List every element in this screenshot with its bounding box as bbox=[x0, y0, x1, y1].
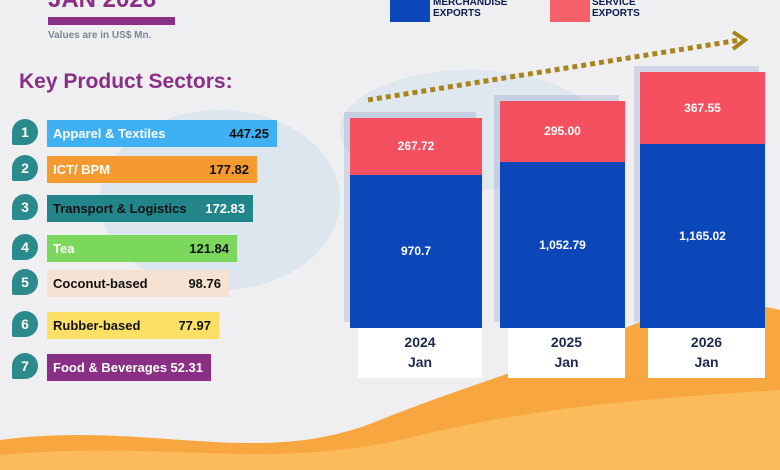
sector-value: 447.25 bbox=[229, 126, 269, 141]
month-label: Jan bbox=[694, 354, 719, 370]
rank-badge: 5 bbox=[12, 269, 38, 295]
month-label: Jan bbox=[407, 354, 433, 370]
sector-label: Apparel & Textiles bbox=[53, 126, 166, 141]
sector-value: 172.83 bbox=[205, 201, 245, 216]
sector-bar: Food & Beverages 52.31 bbox=[47, 354, 211, 381]
sector-value: 52.31 bbox=[170, 360, 203, 375]
merch-bar: 1,052.79 bbox=[500, 161, 625, 328]
sector-bar: Transport & Logistics 172.83 bbox=[47, 195, 253, 222]
sector-bar: Tea 121.84 bbox=[47, 235, 237, 262]
rank-badge: 3 bbox=[12, 194, 38, 220]
category-label: 2025 Jan bbox=[508, 328, 625, 378]
rank-badge: 6 bbox=[12, 311, 38, 337]
sector-label: Coconut-based bbox=[53, 276, 148, 291]
sector-label: Rubber-based bbox=[53, 318, 141, 333]
merch-bar: 970.7 bbox=[350, 174, 482, 328]
merch-bar: 1,165.02 bbox=[640, 143, 765, 328]
legend-merch-swatch bbox=[390, 0, 430, 22]
year-label: 2025 bbox=[550, 334, 583, 350]
sector-bar: ICT/ BPM 177.82 bbox=[47, 156, 257, 183]
category-label: 2024 Jan bbox=[358, 328, 482, 378]
sector-label: ICT/ BPM bbox=[53, 162, 111, 177]
sector-value: 121.84 bbox=[189, 241, 229, 256]
service-bar: 367.55 bbox=[640, 71, 765, 144]
rank-badge: 1 bbox=[12, 119, 38, 145]
sectors-title: Key Product Sectors: bbox=[19, 70, 233, 93]
sector-label: Food & Beverages bbox=[53, 360, 168, 375]
legend-merch-label: MERCHANDISE EXPORTS bbox=[433, 0, 508, 19]
sector-value: 177.82 bbox=[209, 162, 249, 177]
rank-badge: 7 bbox=[12, 353, 38, 379]
sector-bar: Apparel & Textiles 447.25 bbox=[47, 120, 277, 147]
legend-service-label: SERVICE EXPORTS bbox=[592, 0, 640, 19]
service-bar: 267.72 bbox=[350, 118, 482, 175]
year-label: 2024 bbox=[404, 334, 436, 350]
units-note: Values are in US$ Mn. bbox=[48, 30, 152, 41]
sector-value: 98.76 bbox=[188, 276, 221, 291]
month-label: Jan bbox=[554, 354, 579, 370]
title-underline bbox=[48, 17, 175, 25]
sector-label: Tea bbox=[53, 241, 75, 256]
trend-arrow bbox=[367, 37, 741, 103]
page-title: JAN 2026 bbox=[48, 0, 156, 14]
sector-bar: Coconut-based 98.76 bbox=[47, 270, 229, 297]
category-label: 2026 Jan bbox=[648, 328, 765, 378]
legend-service-swatch bbox=[550, 0, 590, 22]
year-label: 2026 bbox=[690, 334, 723, 350]
rank-badge: 4 bbox=[12, 234, 38, 260]
sector-value: 77.97 bbox=[178, 318, 211, 333]
sector-bar: Rubber-based 77.97 bbox=[47, 312, 219, 339]
rank-badge: 2 bbox=[12, 155, 38, 181]
sector-label: Transport & Logistics bbox=[53, 201, 187, 216]
service-bar: 295.00 bbox=[500, 101, 625, 162]
